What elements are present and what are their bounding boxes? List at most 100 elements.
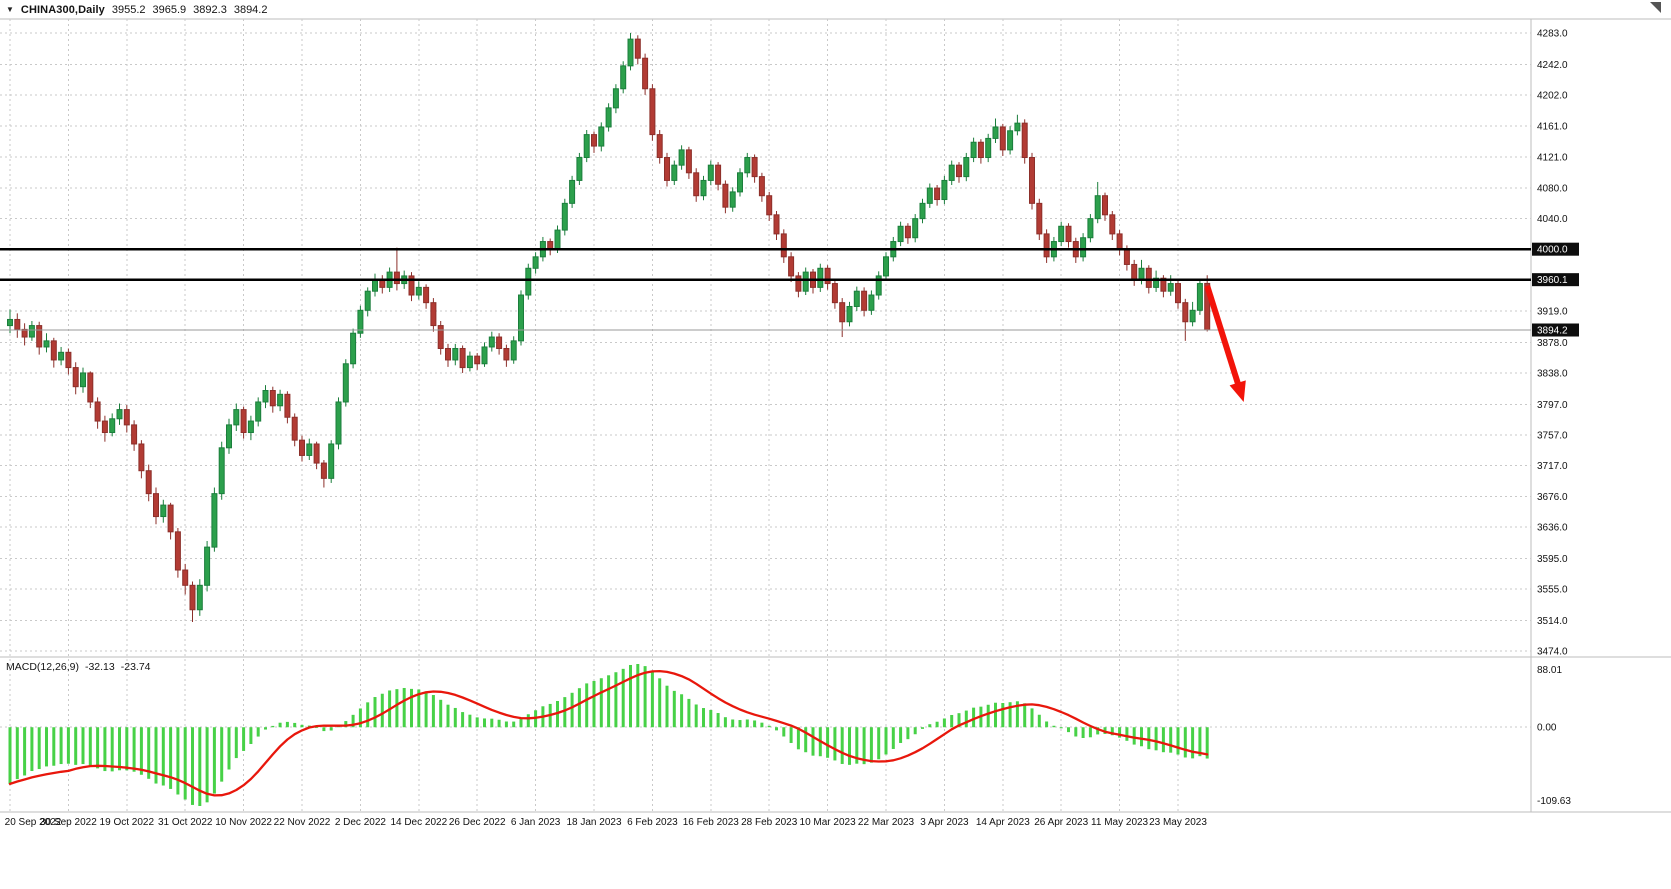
candle: [1080, 233, 1087, 262]
candle: [160, 499, 167, 523]
date-tick-label: 18 Jan 2023: [566, 817, 621, 828]
candle: [28, 320, 35, 341]
candle: [466, 351, 473, 372]
candle: [1065, 223, 1072, 248]
candle: [802, 267, 809, 296]
candle: [145, 464, 152, 502]
price-tick-label: 3636.0: [1537, 523, 1568, 534]
candle: [7, 309, 13, 334]
price-tick-label: 4161.0: [1537, 122, 1568, 133]
candle: [1014, 114, 1021, 136]
candlestick-layer: [7, 33, 1211, 622]
candle: [167, 502, 174, 540]
candle: [612, 84, 619, 114]
candle: [1167, 275, 1174, 296]
candle: [868, 290, 875, 315]
candle: [831, 279, 838, 309]
candle: [963, 152, 970, 182]
symbol-dropdown-icon[interactable]: ▼: [6, 5, 14, 14]
price-tick-label: 3595.0: [1537, 554, 1568, 565]
candle: [101, 415, 108, 442]
candle: [415, 281, 422, 300]
candle: [437, 320, 444, 355]
candle: [941, 175, 948, 205]
candle: [247, 415, 254, 441]
candle: [474, 353, 481, 370]
date-tick-label: 3 Apr 2023: [920, 817, 969, 828]
candle: [109, 413, 116, 437]
candle: [445, 343, 451, 367]
price-tick-label: 3919.0: [1537, 307, 1568, 318]
candle: [722, 180, 729, 214]
candle: [598, 122, 605, 152]
candle: [1094, 181, 1101, 224]
macd-signal-value: -23.74: [120, 661, 151, 673]
price-axis[interactable]: 4283.0 4242.0 4202.0 4161.0 4121.0 4080.0 4040…: [1537, 29, 1571, 808]
candle: [364, 287, 371, 317]
macd-signal-line: [8, 669, 1209, 797]
candle: [503, 344, 510, 367]
candle: [744, 152, 751, 178]
candle: [488, 331, 495, 352]
date-tick-label: 19 Oct 2022: [100, 817, 155, 828]
bid-price-label-box: [1532, 323, 1579, 337]
hline-price-label: 4000.0: [1537, 245, 1568, 256]
chart-shift-marker-icon[interactable]: [1650, 2, 1661, 13]
candle: [773, 210, 780, 241]
candle: [94, 397, 101, 429]
candle: [948, 160, 955, 186]
candle: [729, 187, 736, 212]
candle: [1109, 210, 1116, 241]
candle: [605, 103, 612, 132]
trend-arrow[interactable]: [1204, 284, 1246, 402]
candle: [620, 61, 627, 94]
candle: [1029, 152, 1035, 210]
candle: [174, 528, 181, 578]
candle: [1189, 301, 1196, 327]
date-tick-label: 14 Apr 2023: [976, 817, 1030, 828]
date-tick-label: 6 Jan 2023: [511, 817, 561, 828]
candle: [87, 371, 94, 409]
horizontal-line-objects[interactable]: 4000.0 3960.1: [0, 242, 1579, 287]
candle: [211, 487, 218, 552]
candle: [372, 273, 378, 297]
macd-tick-label: 0.00: [1537, 723, 1557, 734]
macd-tick-label: 88.01: [1537, 665, 1562, 676]
candle: [262, 385, 269, 409]
date-tick-label: 31 Oct 2022: [158, 817, 213, 828]
candle: [707, 160, 714, 186]
candle: [65, 348, 72, 375]
candle: [861, 287, 868, 317]
price-tick-label: 4080.0: [1537, 184, 1568, 195]
ohlc-high-value: 3965.9: [152, 4, 187, 16]
candle: [1007, 126, 1014, 155]
candle: [72, 362, 79, 395]
candle: [408, 272, 415, 302]
date-tick-label: 11 May 2023: [1091, 817, 1149, 828]
ohlc-low-value: 3892.3: [193, 4, 227, 16]
candle: [766, 191, 773, 221]
candle: [1116, 230, 1123, 256]
candle: [656, 130, 663, 164]
candle: [131, 420, 138, 451]
date-tick-label: 26 Dec 2022: [449, 817, 506, 828]
price-tick-label: 3474.0: [1537, 647, 1568, 658]
candle: [751, 154, 758, 183]
macd-indicator-header: MACD(12,26,9) -32.13 -23.74: [6, 661, 151, 673]
candle: [350, 328, 357, 369]
date-tick-label: 26 Apr 2023: [1034, 817, 1088, 828]
candle: [685, 146, 692, 179]
chart-frame: [0, 18, 1671, 813]
candle: [393, 247, 400, 291]
candle: [291, 413, 298, 447]
candle: [525, 263, 532, 300]
candle: [1182, 298, 1189, 341]
candle: [904, 223, 911, 244]
candle: [459, 345, 466, 373]
candle: [1204, 275, 1211, 332]
price-tick-label: 4121.0: [1537, 152, 1568, 163]
symbol-header: ▼ CHINA300,Daily 3955.2 3965.9 3892.3 38…: [6, 3, 267, 17]
